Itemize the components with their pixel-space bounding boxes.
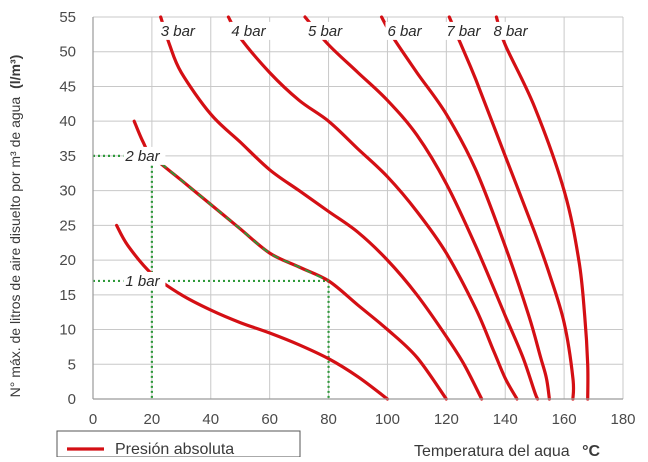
legend-label: Presión absoluta	[115, 441, 234, 457]
y-tick-label: 55	[59, 9, 76, 26]
x-tick-label: 140	[493, 411, 518, 428]
curve-5-bar	[303, 15, 540, 401]
curve-1-bar	[115, 223, 389, 401]
curve-label-bg	[229, 21, 272, 40]
y-tick-label: 50	[59, 44, 76, 61]
y-tick-label: 15	[59, 287, 76, 304]
y-tick-label: 0	[68, 391, 76, 408]
curve-label-bg	[158, 21, 201, 40]
legend: Presión absoluta	[56, 430, 301, 458]
curve-label: 3 bar	[161, 23, 196, 40]
curve-labels: 3 bar 4 bar 5 bar 6 bar 7 bar 8 bar 2 bar 1 bar	[123, 21, 534, 290]
x-axis-unit: °C	[582, 443, 600, 457]
legend-box	[56, 430, 301, 458]
y-axis-title: N° máx. de litros de aire disuelto por m…	[7, 55, 23, 398]
x-tick-label: 180	[610, 411, 635, 428]
y-tick-label: 10	[59, 322, 76, 339]
x-tick-label: 80	[320, 411, 337, 428]
curve-3-bar	[159, 15, 484, 401]
curve-label: 6 bar	[387, 23, 422, 40]
curve-label-bg	[123, 146, 166, 165]
curve-4-bar	[226, 15, 519, 401]
curve-label-bg	[385, 21, 428, 40]
y-tick-label: 20	[59, 252, 76, 269]
curve-label-bg	[305, 21, 348, 40]
tick-labels: 0 20 40 60 80 100 120 140 160 180 0 5 10 15 20 25 30 35 40…	[59, 9, 635, 428]
curve-7-bar	[447, 15, 576, 401]
x-tick-label: 0	[89, 411, 97, 428]
curve-label: 1 bar	[125, 273, 160, 290]
curve-label: 2 bar	[124, 148, 160, 165]
highlight-segment	[151, 155, 329, 282]
curve-label: 8 bar	[493, 23, 528, 40]
y-tick-label: 45	[59, 78, 76, 95]
x-tick-label: 40	[202, 411, 219, 428]
y-axis-unit: (l/m³)	[7, 55, 23, 89]
y-tick-label: 30	[59, 183, 76, 200]
x-tick-label: 100	[375, 411, 400, 428]
y-tick-label: 40	[59, 113, 76, 130]
curve-6-bar	[380, 15, 551, 401]
highlight-layer	[151, 155, 329, 282]
series-layer	[115, 15, 590, 401]
y-tick-label: 5	[68, 356, 76, 373]
curve-label-bg	[444, 21, 487, 40]
x-tick-label: 120	[434, 411, 459, 428]
curve-label: 7 bar	[446, 23, 481, 40]
x-axis-title: Temperatura del agua °C	[414, 443, 601, 457]
x-tick-label: 60	[261, 411, 278, 428]
y-tick-label: 25	[59, 217, 76, 234]
x-tick-label: 20	[144, 411, 161, 428]
axes	[92, 17, 623, 400]
y-tick-label: 35	[59, 148, 76, 165]
curve-label-bg	[123, 271, 166, 290]
curve-label: 5 bar	[308, 23, 343, 40]
curve-8-bar	[494, 15, 590, 401]
x-tick-label: 160	[552, 411, 577, 428]
curve-label-bg	[491, 21, 534, 40]
curve-label: 4 bar	[231, 23, 266, 40]
